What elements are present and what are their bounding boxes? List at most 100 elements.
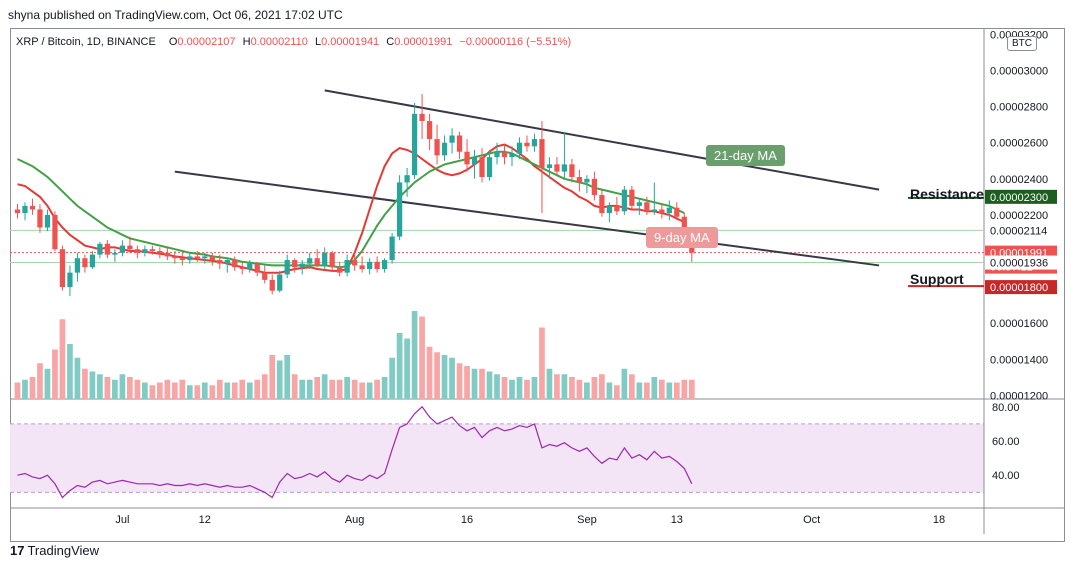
candle — [449, 128, 455, 154]
candle-body — [576, 177, 583, 183]
volume-bar — [486, 371, 493, 399]
candle-body — [531, 139, 538, 147]
volume-bar — [299, 379, 306, 399]
volume-bar — [509, 379, 515, 399]
candle-body — [119, 245, 126, 253]
candle-body — [59, 249, 66, 288]
candle — [464, 139, 470, 172]
candle-body — [262, 272, 268, 280]
ma21-label: 21-day MA — [706, 145, 785, 166]
candle-body — [666, 207, 672, 214]
candle — [29, 198, 36, 215]
price-label: 0.00002300 — [990, 192, 1048, 204]
rsi-tick-label: 40.00 — [992, 470, 1020, 482]
candle-body — [471, 157, 478, 165]
candle — [67, 265, 73, 297]
price-tick-label: 0.00003000 — [990, 66, 1048, 78]
candle — [501, 144, 508, 165]
volume-bar — [636, 382, 643, 399]
volume-bar — [531, 377, 538, 399]
candle-body — [434, 139, 440, 156]
candle-body — [561, 164, 568, 172]
legend-change: −0.00000116 (−5.51%) — [459, 36, 572, 48]
candle-body — [569, 164, 575, 177]
candle — [396, 175, 403, 241]
candle-body — [142, 249, 148, 253]
volume-bar — [456, 363, 463, 399]
volume-bar — [216, 379, 223, 399]
candle — [322, 247, 328, 270]
candle-body — [187, 256, 193, 261]
volume-bar — [67, 344, 73, 399]
candle-body — [239, 267, 245, 270]
rsi-tick-label: 80.00 — [992, 402, 1020, 414]
volume-bar — [576, 379, 583, 399]
candle — [269, 274, 275, 295]
volume-bar — [606, 382, 613, 399]
candle — [569, 158, 575, 183]
candle — [591, 171, 598, 201]
candle-body — [67, 272, 73, 288]
volume-bar — [22, 379, 28, 399]
chart-frame[interactable] — [10, 28, 1065, 542]
candle — [554, 157, 560, 176]
candle-body — [554, 164, 560, 172]
candle-body — [179, 258, 185, 261]
volume-bar — [621, 368, 628, 399]
volume-bar — [156, 382, 163, 399]
candle-body — [426, 121, 433, 140]
candle — [149, 245, 155, 255]
volume-bar — [74, 357, 81, 399]
volume-bar — [494, 374, 500, 399]
volume-bar — [104, 377, 111, 399]
time-tick-label: Oct — [803, 514, 820, 526]
candle — [307, 252, 313, 270]
resistance-label: Resistance — [910, 186, 984, 202]
candle — [486, 149, 493, 181]
legend-symbol[interactable]: XRP / Bitcoin, 1D, BINANCE — [16, 36, 156, 48]
legend-low-value: 0.00001941 — [321, 36, 380, 48]
candle-body — [44, 214, 51, 228]
volume-bar — [584, 382, 590, 399]
volume-bar — [321, 374, 328, 399]
candle — [164, 247, 170, 261]
ma9-label: 9-day MA — [646, 227, 718, 248]
candle — [232, 256, 238, 271]
candle — [247, 260, 253, 273]
candle — [434, 124, 440, 165]
candle-body — [516, 142, 523, 154]
volume-bar — [643, 382, 650, 399]
time-tick-label: 12 — [199, 514, 211, 526]
channel-lower-line — [174, 170, 880, 267]
candle-body — [104, 243, 111, 255]
volume-bar — [44, 368, 51, 399]
candle — [352, 251, 358, 271]
tradingview-logo[interactable]: 17 TradingView — [10, 543, 99, 558]
candle — [187, 252, 193, 264]
candle — [539, 121, 545, 214]
legend-open-value: 0.00002107 — [177, 36, 236, 48]
candle-body — [89, 254, 96, 268]
volume-bar — [471, 368, 478, 399]
candle — [209, 252, 215, 266]
ohlc-legend: XRP / Bitcoin, 1D, BINANCE O0.00002107 H… — [16, 36, 571, 48]
volume-bar — [426, 346, 433, 399]
candle-body — [352, 260, 358, 266]
volume-bar — [464, 366, 470, 399]
candle — [599, 189, 605, 217]
volume-bar — [209, 385, 216, 399]
time-tick-label: 13 — [671, 514, 683, 526]
candle — [134, 245, 140, 259]
candle — [561, 131, 568, 179]
candle — [157, 247, 163, 259]
price-tick-label: 0.00002800 — [990, 102, 1048, 114]
currency-badge[interactable]: BTC — [1007, 36, 1037, 51]
volume-bar — [329, 379, 336, 399]
candle — [52, 211, 58, 251]
candle — [22, 202, 28, 221]
candle-body — [112, 252, 118, 255]
candle-body — [134, 249, 140, 253]
candle — [659, 204, 665, 219]
candle — [292, 258, 298, 273]
